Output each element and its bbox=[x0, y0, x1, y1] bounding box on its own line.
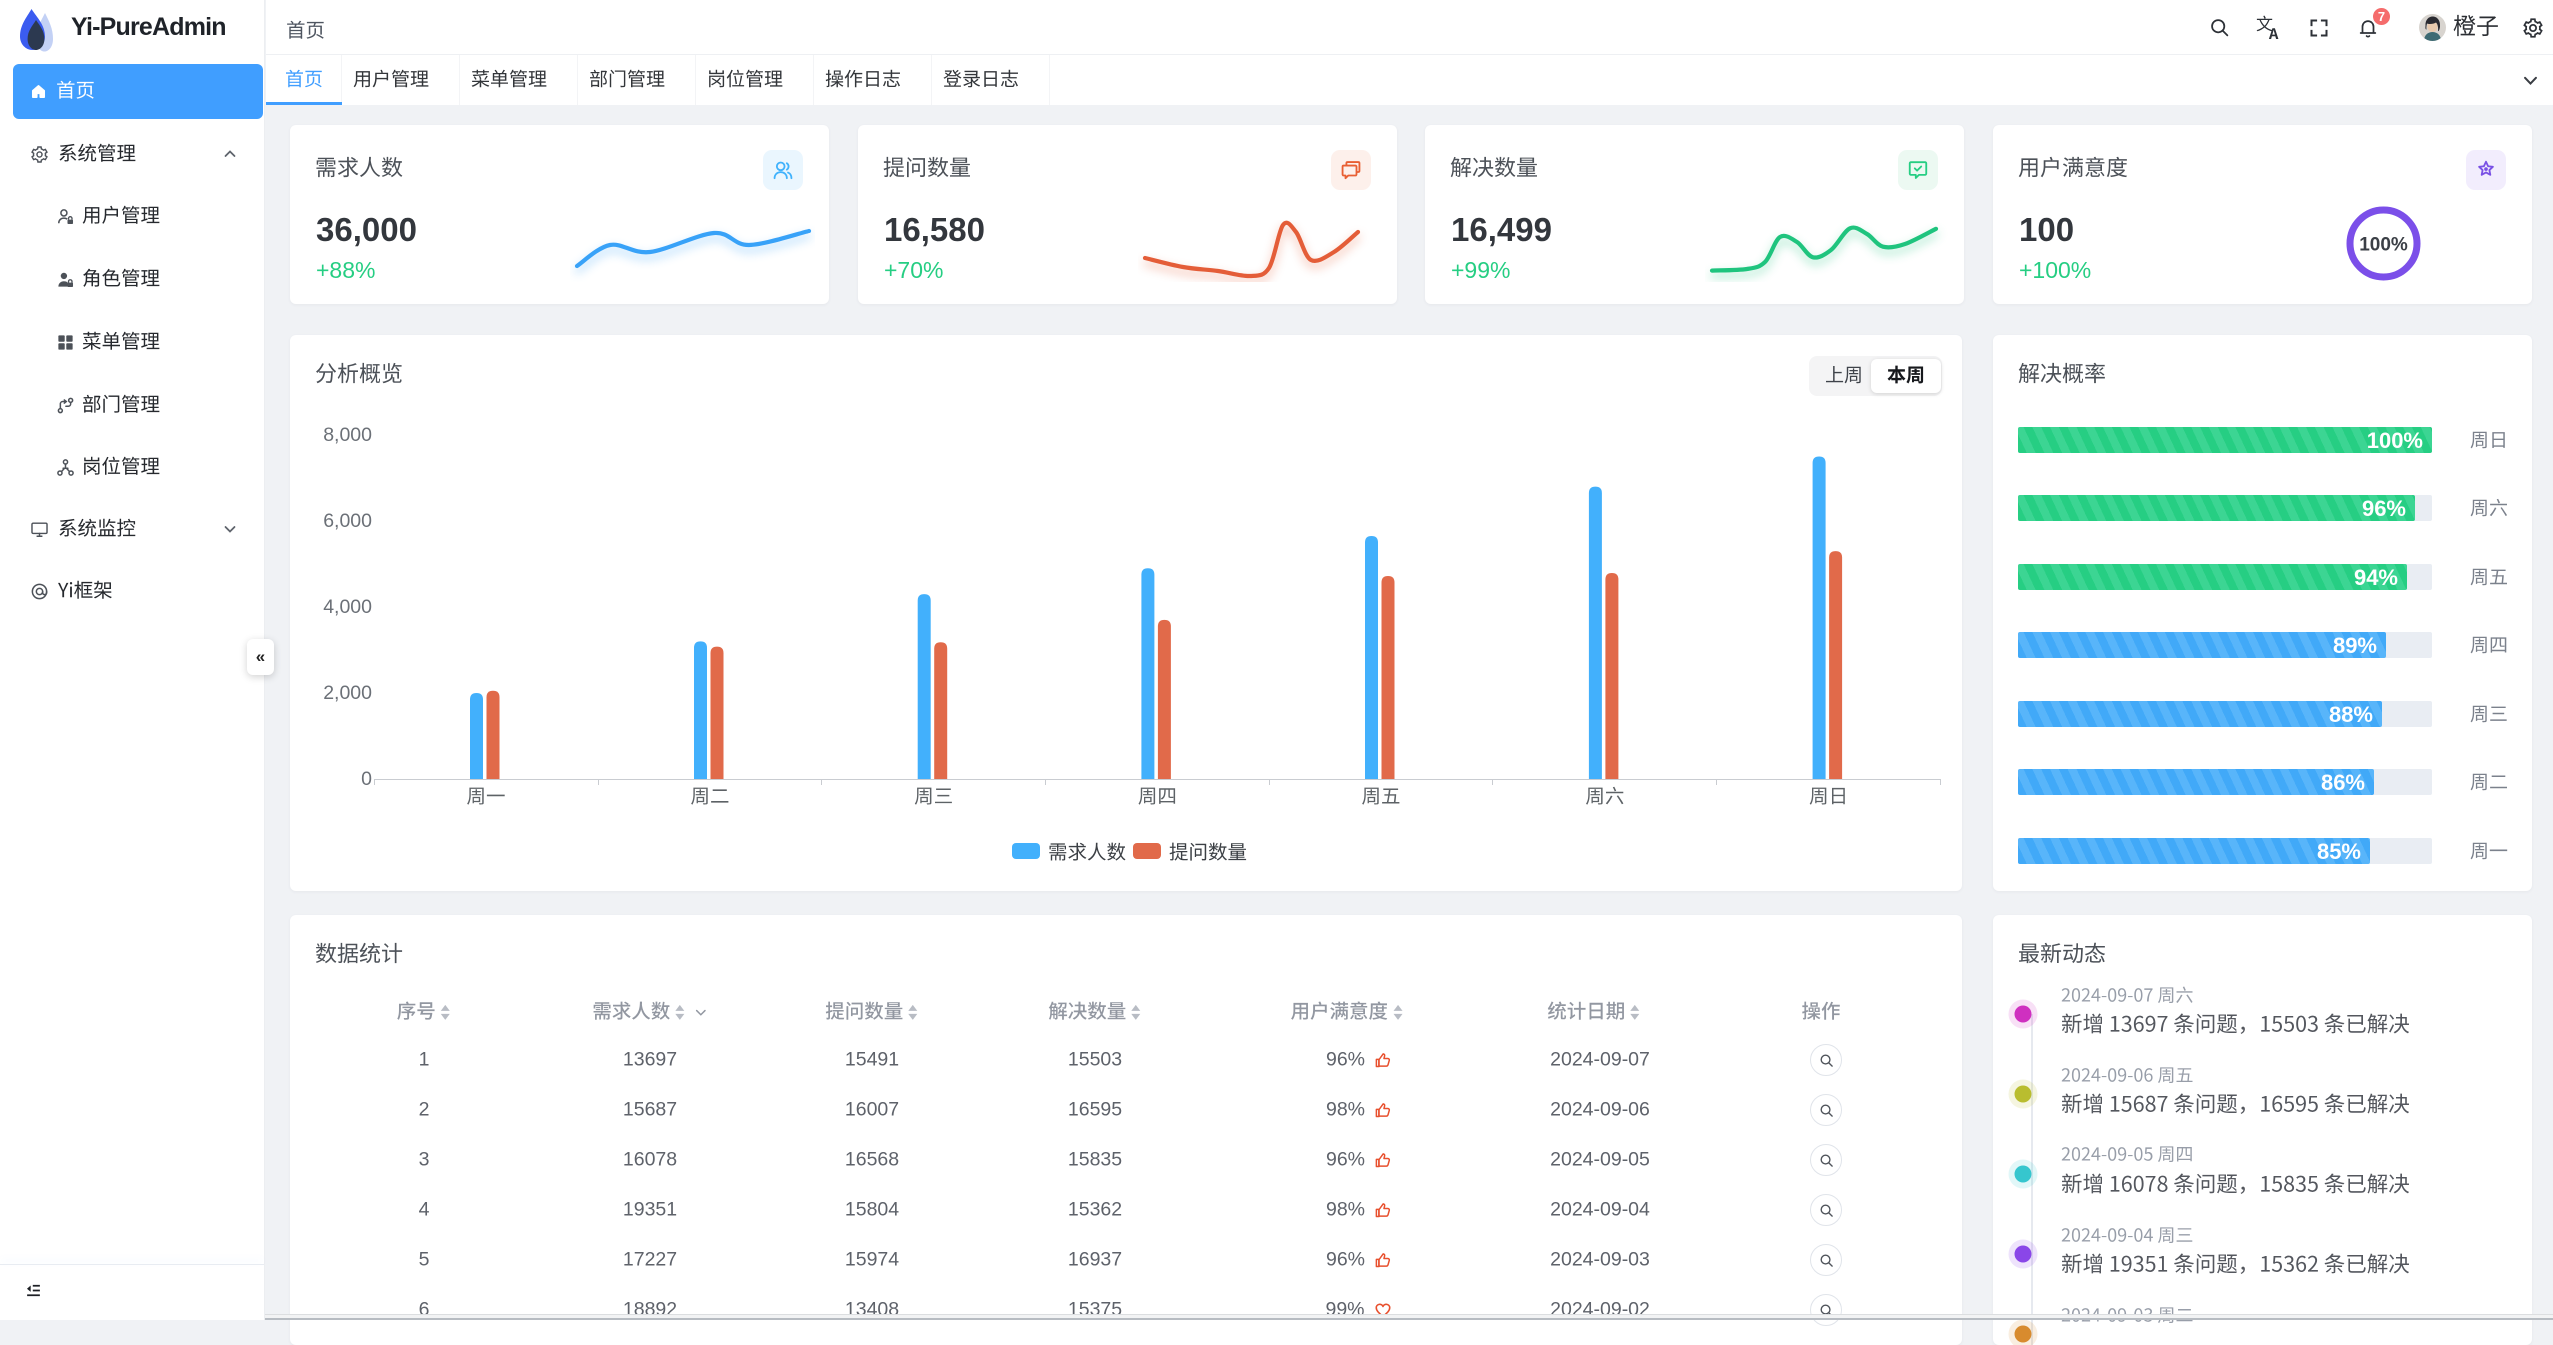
svg-text:2,000: 2,000 bbox=[323, 682, 372, 704]
svg-text:4,000: 4,000 bbox=[323, 596, 372, 618]
svg-text:100%: 100% bbox=[2359, 235, 2408, 256]
svg-text:8,000: 8,000 bbox=[323, 424, 372, 446]
svg-text:0: 0 bbox=[361, 768, 372, 790]
svg-text:6,000: 6,000 bbox=[323, 510, 372, 532]
